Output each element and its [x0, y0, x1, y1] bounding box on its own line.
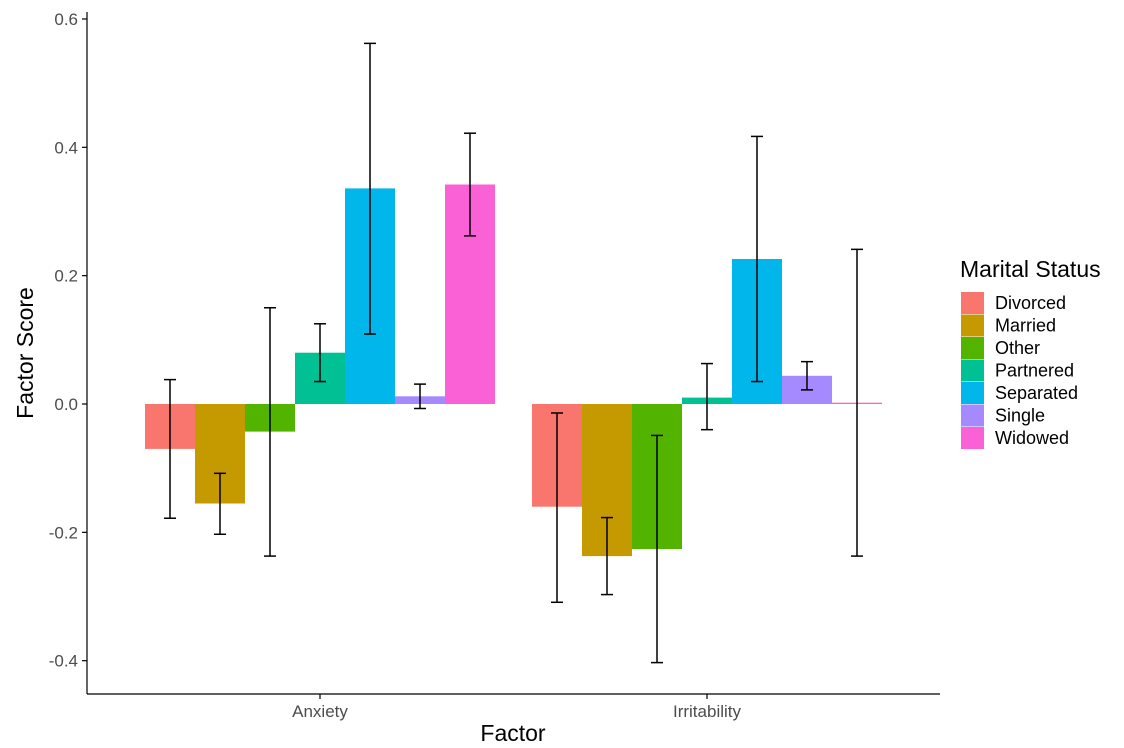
legend-label-separated: Separated [995, 383, 1078, 403]
legend-key-other [961, 337, 984, 359]
legend-key-widowed [961, 427, 984, 449]
x-axis-title: Factor [480, 720, 546, 746]
y-ticks-layer: -0.4 -0.2 0.0 0.2 0.4 0.6 [49, 10, 87, 671]
legend-key-divorced [961, 292, 984, 314]
error-bar-married-anxiety [214, 472, 226, 536]
y-tick-label: -0.4 [49, 652, 78, 671]
error-bar-married-irritability [601, 516, 613, 596]
error-bar-separated-anxiety [364, 42, 376, 335]
axes-layer [86, 12, 940, 695]
x-ticks-layer: Anxiety Irritability [292, 694, 742, 721]
legend-key-partnered [961, 359, 984, 382]
error-bars-layer [164, 42, 863, 664]
x-tick-label: Irritability [673, 702, 742, 721]
y-tick-label: 0.6 [54, 10, 78, 29]
y-axis-title: Factor Score [12, 287, 38, 419]
bars-layer [145, 184, 882, 557]
error-bar-other-irritability [651, 434, 663, 664]
legend-label-divorced: Divorced [995, 293, 1066, 313]
legend-label-partnered: Partnered [995, 361, 1074, 381]
legend-label-married: Married [995, 316, 1056, 336]
legend-label-widowed: Widowed [995, 428, 1069, 448]
y-tick-label: 0.4 [54, 138, 78, 157]
x-tick-label: Anxiety [292, 702, 348, 721]
legend-key-married [961, 314, 984, 337]
legend-title: Marital Status [960, 256, 1101, 282]
y-tick-label: 0.0 [54, 395, 78, 414]
y-tick-label: 0.2 [54, 267, 78, 286]
error-bar-partnered-anxiety [314, 323, 326, 383]
error-bar-divorced-anxiety [164, 378, 176, 519]
legend-label-other: Other [995, 338, 1040, 358]
error-bar-other-anxiety [264, 306, 276, 557]
legend-key-separated [961, 382, 984, 404]
error-bar-widowed-anxiety [464, 132, 476, 237]
error-bar-divorced-irritability [551, 412, 563, 604]
legend-label-single: Single [995, 406, 1045, 426]
error-bar-separated-irritability [751, 135, 763, 383]
error-bar-partnered-irritability [701, 362, 713, 431]
legend-key-single [961, 404, 984, 427]
error-bar-single-irritability [801, 360, 813, 391]
error-bar-widowed-irritability [851, 248, 863, 557]
y-tick-label: -0.2 [49, 523, 78, 542]
error-bar-single-anxiety [414, 383, 426, 410]
